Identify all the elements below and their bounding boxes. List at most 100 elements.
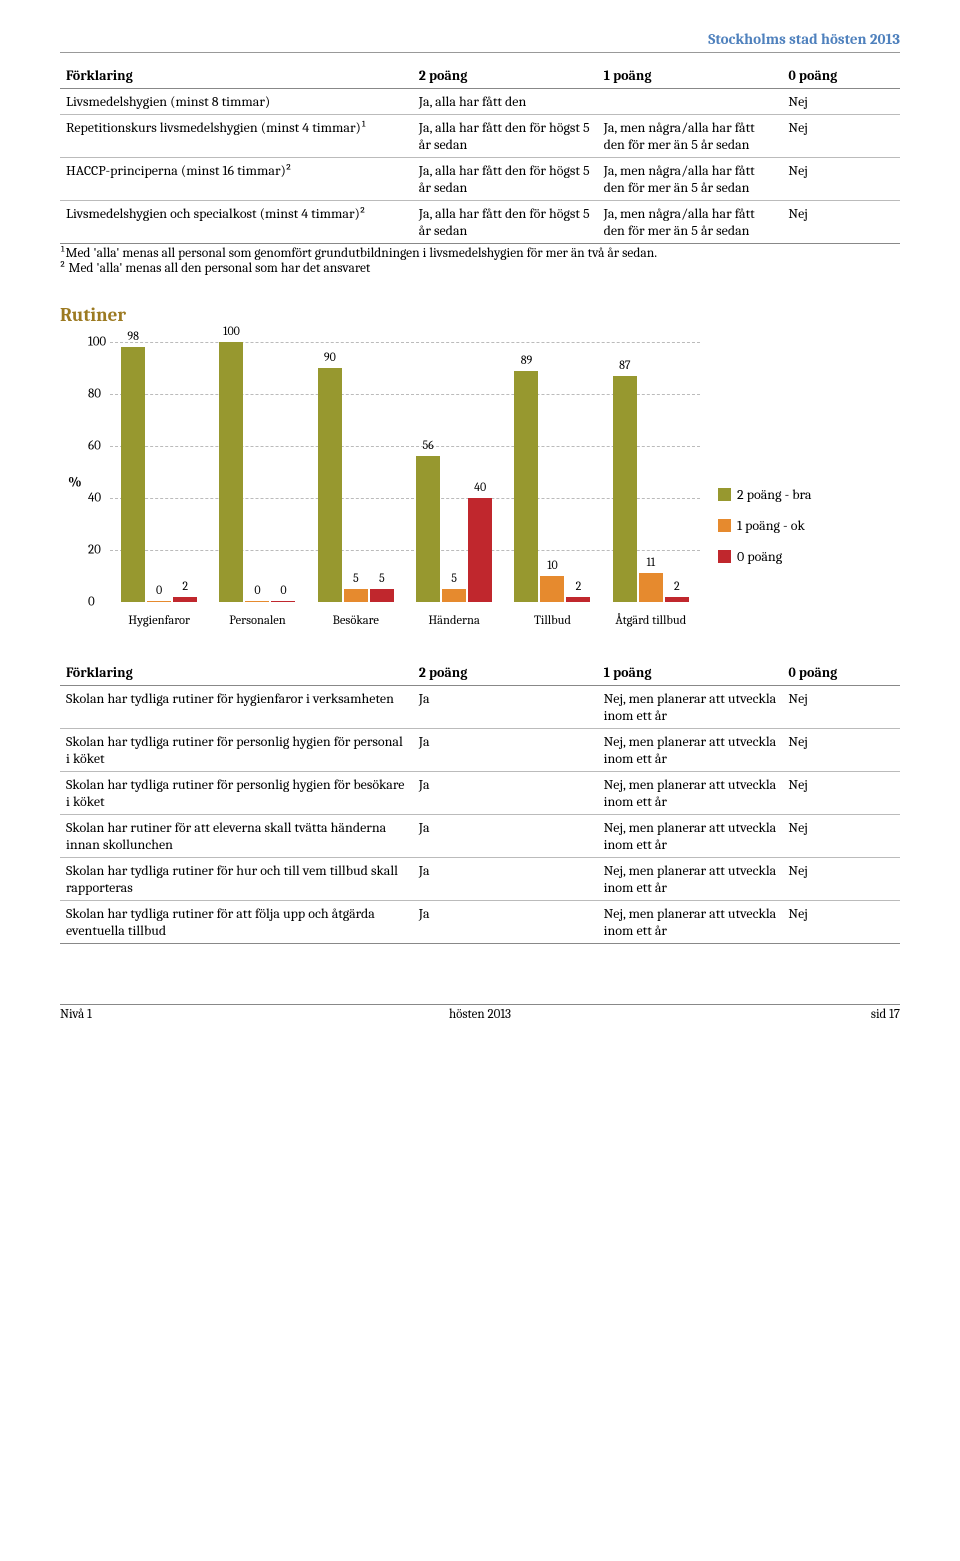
legend-item: 0 poäng <box>718 548 811 565</box>
x-tick: Besökare <box>307 614 405 628</box>
legend-label: 1 poäng - ok <box>737 517 805 534</box>
bar: 0 <box>245 601 269 602</box>
x-tick: Åtgärd tillbud <box>602 614 700 628</box>
chart-legend: 2 poäng - bra 1 poäng - ok 0 poäng <box>718 472 811 632</box>
table-cell: Nej, men planerar att utveckla inom ett … <box>598 686 783 729</box>
bar-value-label: 5 <box>353 571 359 585</box>
bar-value-label: 2 <box>674 579 680 593</box>
table-cell: Ja, men några/alla har fått den för mer … <box>598 201 783 244</box>
footer-left: Nivå 1 <box>60 1004 160 1022</box>
bar: 87 <box>613 376 637 602</box>
y-tick: 100 <box>88 335 106 350</box>
table-cell: Ja <box>413 901 598 944</box>
table-row: Livsmedelshygien och specialkost (minst … <box>60 201 900 244</box>
bar-value-label: 89 <box>521 353 533 367</box>
table-cell: Nej <box>782 686 900 729</box>
bar-group: 10000 <box>208 342 306 602</box>
bar-value-label: 2 <box>182 579 188 593</box>
legend-item: 2 poäng - bra <box>718 486 811 503</box>
col-header: Förklaring <box>60 660 413 686</box>
table-cell: Nej <box>782 815 900 858</box>
col-header: 0 poäng <box>782 63 900 89</box>
table-cell: Ja, men några/alla har fått den för mer … <box>598 115 783 158</box>
table-cell: Nej <box>782 772 900 815</box>
col-header: Förklaring <box>60 63 413 89</box>
bar: 98 <box>121 347 145 602</box>
table-cell: Ja <box>413 815 598 858</box>
x-tick: Händerna <box>405 614 503 628</box>
table-header-row: Förklaring 2 poäng 1 poäng 0 poäng <box>60 63 900 89</box>
table-row: Skolan har tydliga rutiner för personlig… <box>60 772 900 815</box>
bar-value-label: 5 <box>379 571 385 585</box>
table-explanation-1: Förklaring 2 poäng 1 poäng 0 poäng Livsm… <box>60 63 900 244</box>
y-tick: 40 <box>88 491 101 506</box>
bar: 5 <box>442 589 466 602</box>
table-cell: Nej <box>782 115 900 158</box>
bar-chart: % 020406080100 9802100009055565408910287… <box>60 332 700 632</box>
table-cell: Nej, men planerar att utveckla inom ett … <box>598 901 783 944</box>
col-header: 2 poäng <box>413 63 598 89</box>
legend-swatch <box>718 550 731 563</box>
bar-value-label: 100 <box>223 324 240 338</box>
bar-group: 56540 <box>405 342 503 602</box>
table-cell: Nej <box>782 201 900 244</box>
table-row: Skolan har rutiner för att eleverna skal… <box>60 815 900 858</box>
bar: 90 <box>318 368 342 602</box>
table-row: Skolan har tydliga rutiner för att följa… <box>60 901 900 944</box>
table-cell: Livsmedelshygien (minst 8 timmar) <box>60 89 413 115</box>
legend-swatch <box>718 519 731 532</box>
table-cell: Livsmedelshygien och specialkost (minst … <box>60 201 413 244</box>
table-row: Skolan har tydliga rutiner för personlig… <box>60 729 900 772</box>
table-cell: Ja, alla har fått den för högst 5 år sed… <box>413 201 598 244</box>
y-tick: 0 <box>88 595 95 610</box>
table-cell: Ja, alla har fått den för högst 5 år sed… <box>413 158 598 201</box>
bar-value-label: 5 <box>451 571 457 585</box>
table-cell: HACCP-principerna (minst 16 timmar)² <box>60 158 413 201</box>
table-cell: Nej <box>782 89 900 115</box>
bar: 2 <box>665 597 689 602</box>
bar-value-label: 87 <box>619 358 630 372</box>
legend-swatch <box>718 488 731 501</box>
table-row: Livsmedelshygien (minst 8 timmar)Ja, all… <box>60 89 900 115</box>
table-cell: Ja, alla har fått den <box>413 89 598 115</box>
footnotes: ¹Med 'alla' menas all personal som genom… <box>60 246 900 276</box>
table-cell: Skolan har tydliga rutiner för personlig… <box>60 729 413 772</box>
chart-title: Rutiner <box>60 304 900 326</box>
table-cell: Ja, alla har fått den för högst 5 år sed… <box>413 115 598 158</box>
bar: 11 <box>639 573 663 602</box>
chart-container: % 020406080100 9802100009055565408910287… <box>60 332 900 632</box>
bar: 100 <box>219 342 243 602</box>
bar-value-label: 90 <box>324 350 336 364</box>
bar-group: 89 10 2 <box>503 342 601 602</box>
bar-value-label: 2 <box>576 579 582 593</box>
bar: 0 <box>271 601 295 602</box>
footnote-2: ² Med 'alla' menas all den personal som … <box>60 261 900 276</box>
bar-value-label: 10 <box>547 558 558 572</box>
table-cell: Repetitionskurs livsmedelshygien (minst … <box>60 115 413 158</box>
bar: 0 <box>147 601 171 602</box>
table-cell: Nej, men planerar att utveckla inom ett … <box>598 858 783 901</box>
table-cell: Nej <box>782 901 900 944</box>
legend-label: 2 poäng - bra <box>737 486 811 503</box>
table-row: HACCP-principerna (minst 16 timmar)²Ja, … <box>60 158 900 201</box>
table-row: Repetitionskurs livsmedelshygien (minst … <box>60 115 900 158</box>
table-explanation-2: Förklaring 2 poäng 1 poäng 0 poäng Skola… <box>60 660 900 944</box>
bar: 2 <box>173 597 197 602</box>
bar-value-label: 98 <box>127 329 139 343</box>
bar: 89 <box>514 371 538 602</box>
footer-right: sid 17 <box>800 1004 900 1022</box>
table-header-row: Förklaring 2 poäng 1 poäng 0 poäng <box>60 660 900 686</box>
bar: 5 <box>370 589 394 602</box>
bar-value-label: 56 <box>422 438 433 452</box>
col-header: 1 poäng <box>598 660 783 686</box>
table-cell: Ja <box>413 686 598 729</box>
footnote-1: ¹Med 'alla' menas all personal som genom… <box>60 246 900 261</box>
table-cell: Skolan har tydliga rutiner för att följa… <box>60 901 413 944</box>
y-tick: 60 <box>88 439 101 454</box>
table-cell: Ja <box>413 729 598 772</box>
bar-value-label: 40 <box>474 480 486 494</box>
bar-value-label: 11 <box>646 555 655 569</box>
bar-value-label: 0 <box>156 583 162 597</box>
bar: 2 <box>566 597 590 602</box>
bar: 40 <box>468 498 492 602</box>
